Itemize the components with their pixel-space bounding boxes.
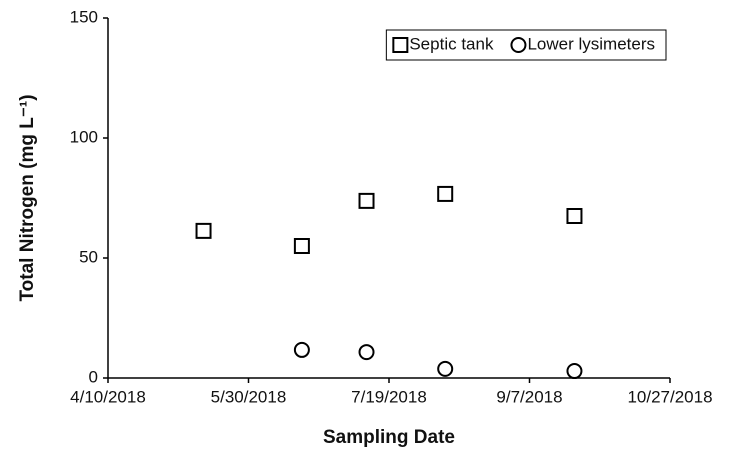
x-tick-label: 4/10/2018 [70, 387, 146, 406]
y-tick-label: 50 [79, 247, 98, 266]
marker [358, 344, 375, 361]
legend-label: Septic tank [409, 34, 494, 53]
y-tick-label: 100 [70, 127, 98, 146]
marker [437, 185, 454, 202]
marker [195, 222, 212, 239]
x-tick-label: 10/27/2018 [627, 387, 712, 406]
x-tick-label: 9/7/2018 [496, 387, 562, 406]
marker [510, 37, 527, 53]
y-tick-label: 0 [89, 367, 98, 386]
legend: Septic tank Lower lysimeters [385, 29, 667, 61]
x-tick-label: 5/30/2018 [211, 387, 287, 406]
legend-label: Lower lysimeters [527, 34, 655, 53]
marker [566, 363, 583, 380]
marker [392, 37, 409, 53]
marker [437, 360, 454, 377]
marker [293, 341, 310, 358]
y-tick-label: 150 [70, 7, 98, 26]
marker [293, 238, 310, 254]
marker [566, 208, 583, 224]
x-axis-title: Sampling Date [323, 427, 455, 448]
y-axis-title: Total Nitrogen (mg L⁻¹) [17, 94, 38, 301]
x-tick-label: 7/19/2018 [351, 387, 427, 406]
marker [358, 192, 375, 209]
